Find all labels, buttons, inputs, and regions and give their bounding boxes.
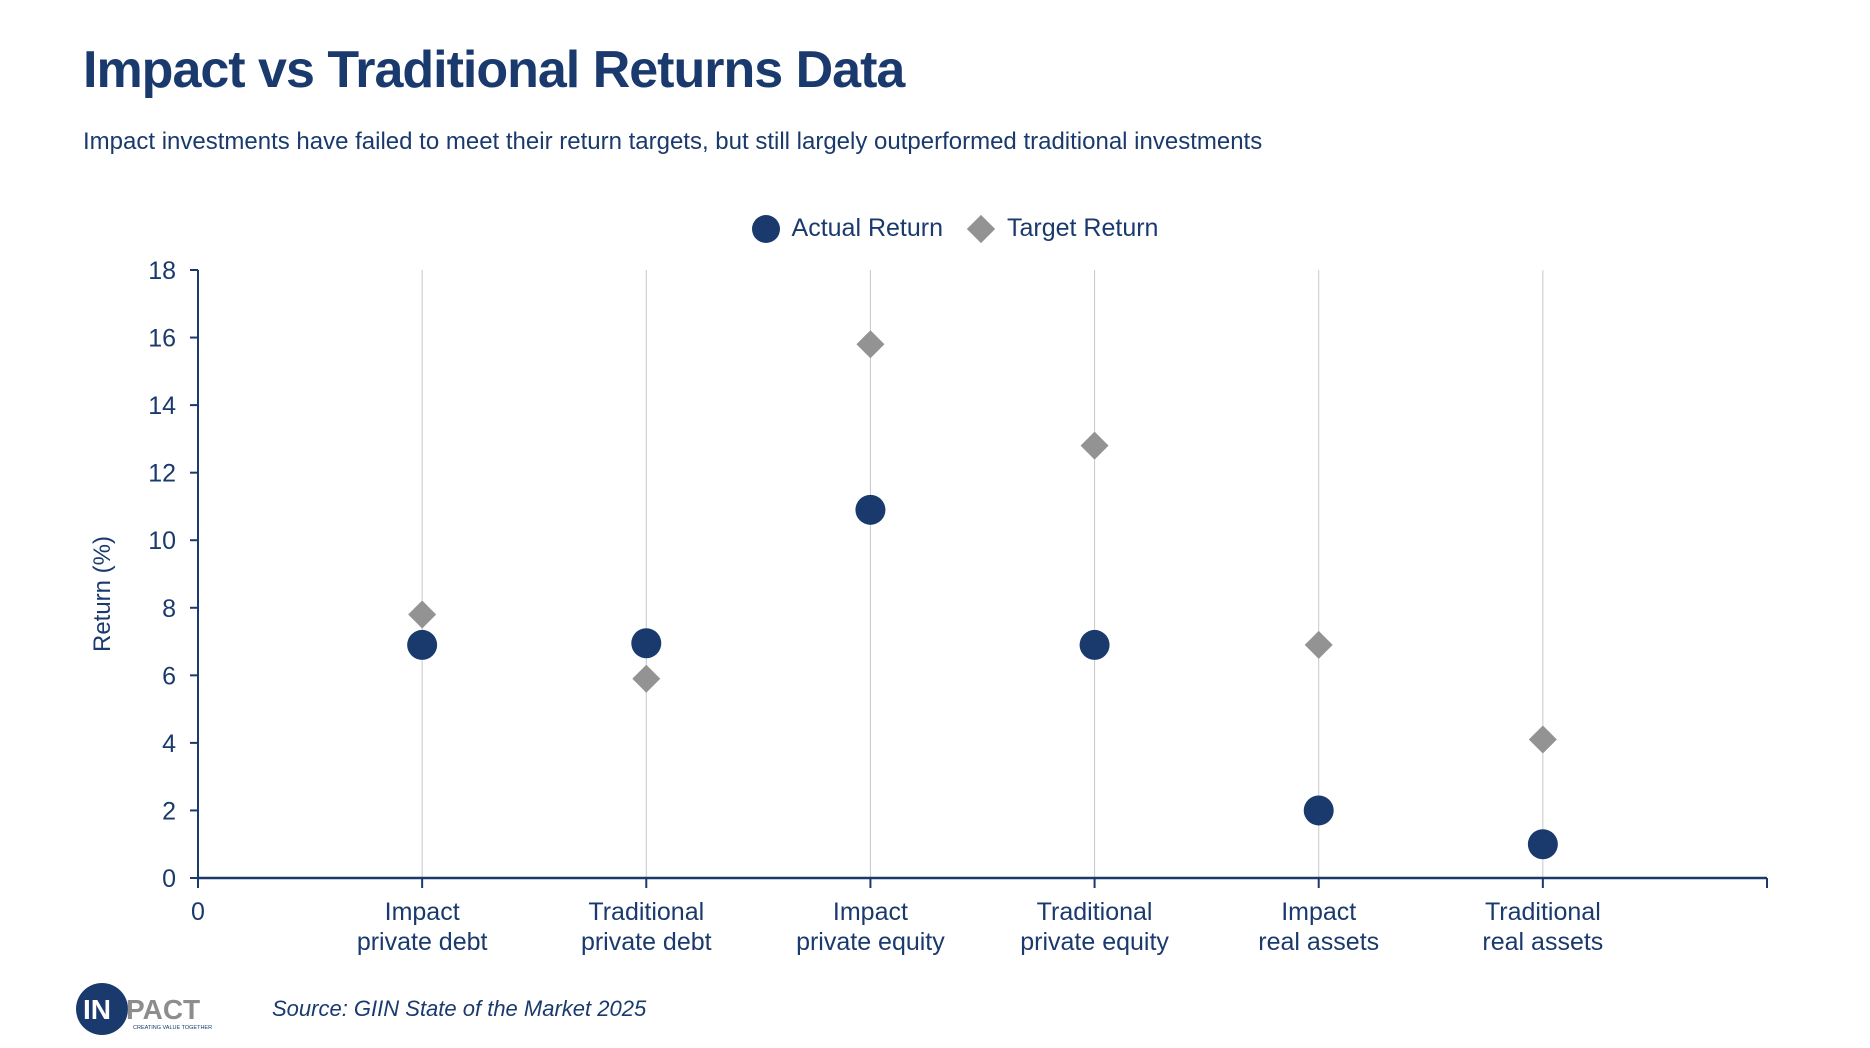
circle-marker-icon — [751, 214, 780, 243]
y-tick-label: 2 — [162, 797, 176, 825]
y-tick-label: 8 — [162, 595, 176, 623]
x-category-label: real assets — [1258, 928, 1379, 956]
y-tick-label: 6 — [162, 662, 176, 690]
target-return-point — [1528, 725, 1557, 754]
legend-label-actual: Actual Return — [791, 214, 943, 242]
actual-return-point — [407, 629, 438, 660]
y-tick-label: 18 — [148, 257, 176, 285]
inpact-logo: IN PACT CREATING VALUE TOGETHER — [76, 983, 212, 1035]
y-tick-label: 0 — [162, 865, 176, 893]
actual-return-point — [631, 628, 662, 659]
y-tick-label: 10 — [148, 527, 176, 555]
actual-return-point — [1527, 829, 1558, 860]
source-note: Source: GIIN State of the Market 2025 — [272, 996, 647, 1021]
x-category-label: Impact — [1281, 898, 1356, 926]
legend-item-target: Target Return — [966, 214, 1159, 243]
actual-return-point — [1303, 795, 1334, 826]
y-axis-title: Return (%) — [89, 536, 116, 652]
y-tick-label: 14 — [148, 392, 176, 420]
y-tick-label: 12 — [148, 460, 176, 488]
target-return-point — [408, 600, 437, 629]
actual-return-point — [1079, 629, 1110, 660]
target-return-point — [1080, 431, 1109, 460]
svg-text:CREATING VALUE TOGETHER: CREATING VALUE TOGETHER — [133, 1025, 212, 1031]
svg-text:IN: IN — [83, 994, 111, 1025]
x-tick-label-zero: 0 — [191, 898, 205, 926]
y-tick-label: 4 — [162, 730, 176, 758]
x-category-label: private equity — [1020, 928, 1169, 956]
legend-label-target: Target Return — [1007, 214, 1159, 242]
y-tick-label: 16 — [148, 325, 176, 353]
x-category-label: private equity — [796, 928, 945, 956]
x-category-label: real assets — [1482, 928, 1603, 956]
x-category-label: private debt — [357, 928, 488, 956]
legend-item-actual: Actual Return — [751, 214, 943, 243]
page-title: Impact vs Traditional Returns Data — [83, 41, 905, 99]
x-category-label: Impact — [385, 898, 460, 926]
target-return-point — [1304, 630, 1333, 659]
target-return-point — [632, 664, 661, 693]
svg-text:PACT: PACT — [126, 994, 200, 1025]
x-category-label: private debt — [581, 928, 712, 956]
x-category-label: Traditional — [1037, 898, 1153, 926]
page-subtitle: Impact investments have failed to meet t… — [83, 128, 1263, 155]
x-category-label: Traditional — [1485, 898, 1601, 926]
target-return-point — [856, 330, 885, 359]
actual-return-point — [855, 494, 886, 525]
x-category-label: Traditional — [588, 898, 704, 926]
x-category-label: Impact — [833, 898, 908, 926]
chart-legend: Actual Return Target Return — [0, 214, 1870, 243]
